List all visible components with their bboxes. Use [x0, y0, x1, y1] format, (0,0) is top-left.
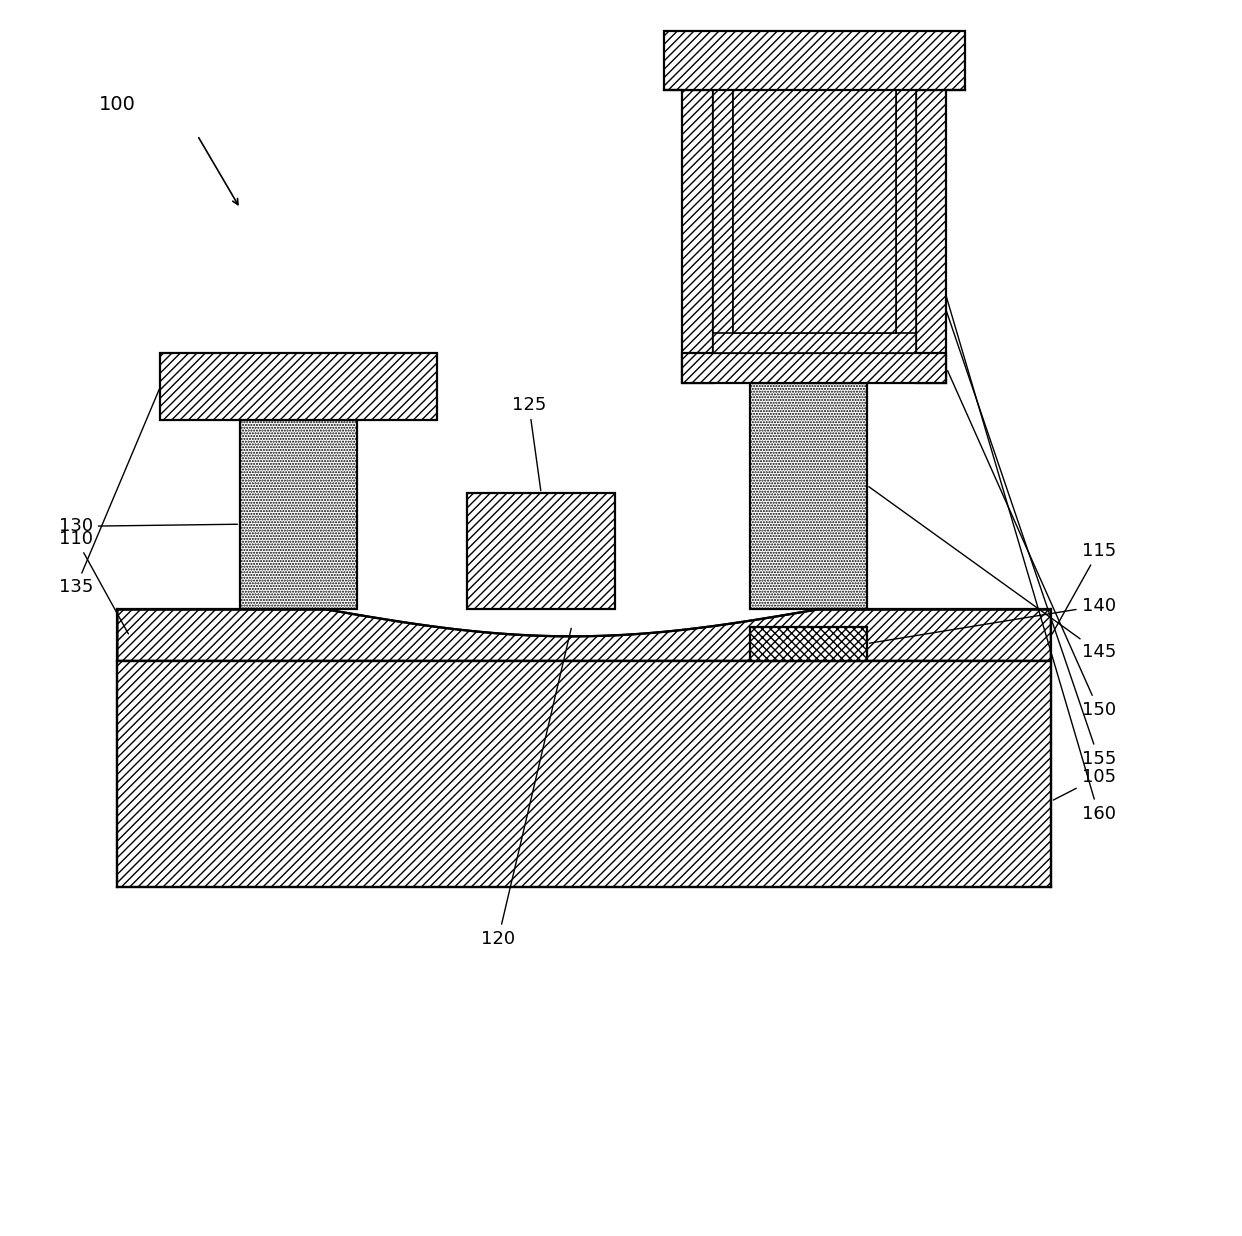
Text: 145: 145 [869, 487, 1115, 661]
Polygon shape [118, 609, 1051, 661]
Text: 125: 125 [512, 396, 546, 491]
Bar [240, 420, 356, 609]
Bar [750, 383, 867, 609]
Text: 105: 105 [1053, 768, 1115, 800]
Bar [682, 90, 713, 383]
Bar [713, 90, 733, 352]
Bar [682, 352, 946, 383]
Text: 155: 155 [932, 268, 1115, 768]
Bar [467, 493, 615, 609]
Text: 110: 110 [58, 529, 128, 634]
Bar [664, 31, 965, 90]
Text: 150: 150 [948, 371, 1115, 718]
Bar [118, 661, 1051, 887]
Bar [750, 627, 867, 661]
Text: 140: 140 [869, 597, 1115, 643]
Text: 100: 100 [99, 95, 135, 114]
Text: 135: 135 [58, 389, 159, 597]
Text: 115: 115 [1052, 541, 1115, 634]
Bar [895, 90, 915, 352]
Bar [915, 90, 946, 383]
Text: 120: 120 [481, 628, 571, 948]
Text: 130: 130 [58, 518, 237, 535]
Bar [733, 90, 895, 334]
Bar [160, 352, 437, 420]
Text: 160: 160 [917, 195, 1115, 822]
Bar [713, 334, 915, 352]
